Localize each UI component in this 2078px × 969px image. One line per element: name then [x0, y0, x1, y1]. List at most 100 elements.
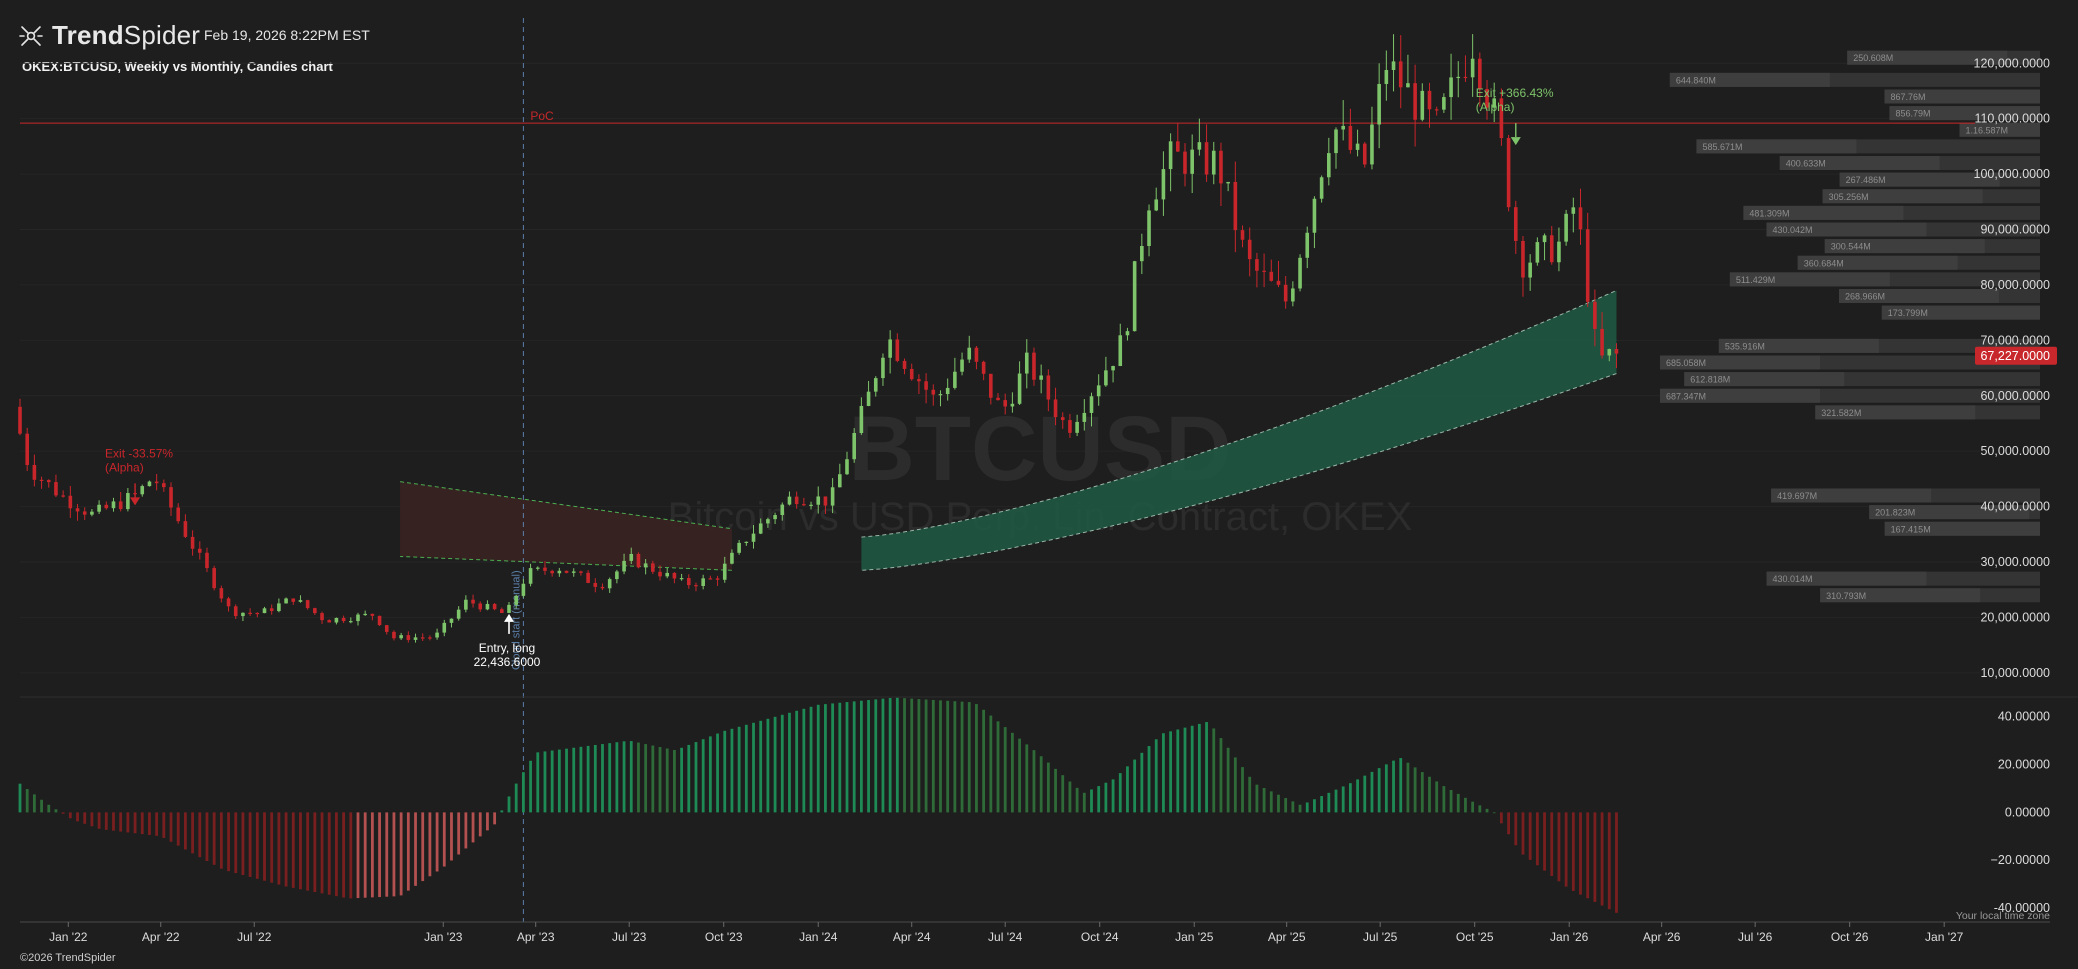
- candle-body: [931, 389, 936, 395]
- candle-body: [1478, 58, 1482, 89]
- histogram-bar: [673, 750, 676, 813]
- histogram-bar: [1579, 812, 1582, 895]
- candle-body: [46, 480, 51, 483]
- volume-profile-label: 1.16.587M: [1965, 125, 2008, 135]
- x-axis-tick-label: Jan '23: [424, 930, 463, 944]
- histogram-bar: [895, 697, 899, 813]
- candle-body: [39, 479, 44, 482]
- candle-body: [1089, 396, 1094, 413]
- volume-profile-bar-accent: [1959, 122, 2040, 137]
- brand-name: TrendSpider: [52, 20, 200, 51]
- histogram-bar: [1082, 792, 1086, 813]
- candle-body: [960, 359, 964, 372]
- candle-body: [1269, 271, 1274, 281]
- volume-profile-bar-accent: [1766, 222, 1927, 237]
- candle-body: [866, 391, 871, 406]
- histogram-bar: [421, 812, 425, 882]
- histogram-bar: [1356, 779, 1359, 813]
- candle-body: [226, 598, 231, 607]
- histogram-bar: [1478, 805, 1482, 813]
- histogram-bar: [1600, 812, 1604, 906]
- histogram-bar: [816, 704, 820, 813]
- cloud-upper-edge: [861, 290, 1617, 538]
- candle-body: [370, 613, 375, 616]
- volume-profile-bar-accent: [1869, 505, 2030, 520]
- histogram-bar: [1090, 789, 1093, 813]
- candle-body: [1161, 169, 1166, 200]
- histogram-bar: [694, 742, 698, 813]
- histogram-bar: [1205, 722, 1208, 813]
- candle-body: [392, 631, 396, 639]
- histogram-bar: [205, 812, 209, 862]
- volume-profile-bar-accent: [1881, 305, 2040, 320]
- histogram-bar: [579, 746, 583, 813]
- volume-profile-bar-accent: [1822, 189, 1983, 204]
- volume-profile-label: 173.799M: [1888, 308, 1928, 318]
- brand-logo: TrendSpider: [18, 20, 200, 51]
- candle-body: [54, 482, 58, 496]
- candle-body: [313, 608, 317, 614]
- price-axis-tick-label: 120,000.0000: [1974, 56, 2051, 70]
- histogram-bar: [1061, 775, 1065, 813]
- histogram-bar: [867, 700, 870, 813]
- candle-body: [1542, 235, 1547, 243]
- x-axis-tick-label: Oct '26: [1831, 930, 1869, 944]
- histogram-bar: [953, 701, 957, 813]
- histogram-bar: [1528, 812, 1532, 860]
- candle-body: [1197, 142, 1202, 150]
- candle-body: [1463, 76, 1468, 79]
- histogram-bar: [1442, 786, 1446, 813]
- candle-body: [1470, 58, 1475, 78]
- histogram-bar: [1140, 752, 1144, 813]
- histogram-bar: [1327, 792, 1331, 813]
- histogram-bar: [1593, 812, 1597, 902]
- candle-body: [435, 632, 439, 638]
- histogram-bar: [982, 709, 986, 813]
- histogram-bar: [284, 812, 288, 887]
- volume-profile-bar-accent: [1884, 89, 2040, 104]
- candle-body: [1528, 262, 1532, 278]
- histogram-bar: [457, 812, 461, 855]
- histogram-bar: [680, 747, 683, 813]
- candle-body: [82, 511, 87, 515]
- volume-profile-bar-accent: [1743, 205, 1904, 220]
- price-axis-tick-label: 30,000.0000: [1980, 555, 2050, 569]
- volume-profile-label: 585.671M: [1702, 142, 1742, 152]
- candle-body: [1549, 235, 1554, 263]
- x-axis-tick-label: Jan '26: [1550, 930, 1589, 944]
- histogram-bar: [385, 812, 389, 897]
- histogram-bar: [450, 812, 453, 861]
- candle-body: [1571, 207, 1576, 214]
- histogram-bar: [845, 702, 849, 813]
- candle-body: [212, 568, 216, 589]
- histogram-bar: [169, 812, 173, 842]
- histogram-bar: [1413, 767, 1417, 813]
- histogram-bar: [557, 749, 561, 813]
- candle-body: [118, 501, 123, 510]
- histogram-bar: [1169, 731, 1173, 813]
- histogram-bar: [1564, 812, 1568, 887]
- candle-body: [456, 609, 461, 619]
- trendspider-logo-icon: [19, 25, 43, 46]
- histogram-bar: [442, 812, 446, 867]
- histogram-bar: [1363, 775, 1367, 813]
- candle-body: [341, 617, 346, 622]
- x-axis-tick-label: Oct '25: [1456, 930, 1494, 944]
- histogram-bar: [1507, 812, 1510, 835]
- histogram-bar: [1320, 796, 1324, 813]
- candle-body: [449, 618, 454, 623]
- volume-profile-bar-accent: [1684, 372, 1845, 387]
- candle-body: [1341, 125, 1345, 130]
- histogram-bar: [1003, 727, 1007, 813]
- candle-body: [967, 347, 972, 360]
- histogram-bar: [126, 812, 130, 833]
- histogram-bar: [759, 720, 763, 813]
- candle-body: [809, 504, 813, 506]
- candle-body: [1334, 129, 1338, 154]
- candle-body: [780, 504, 785, 516]
- volume-profile-bar-accent: [1766, 571, 1927, 586]
- volume-profile-label: 250.608M: [1853, 53, 1893, 63]
- candle-body: [1147, 210, 1151, 246]
- histogram-bar: [1039, 756, 1043, 813]
